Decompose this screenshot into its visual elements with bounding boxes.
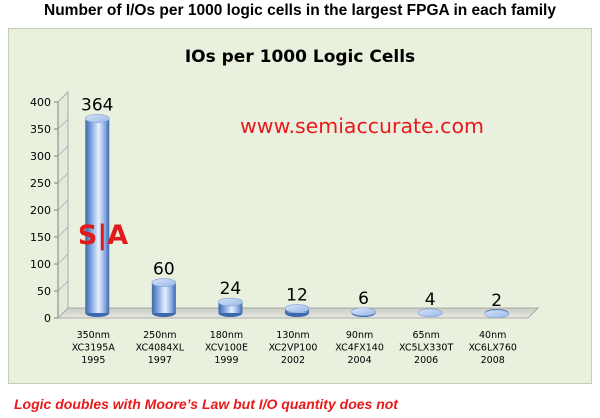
y-tick-depth bbox=[57, 226, 69, 238]
bar-group: 24 180nm XCV100E 1999 bbox=[205, 279, 248, 366]
y-tick-depth bbox=[57, 172, 69, 184]
x-tick-label-line: 2004 bbox=[347, 355, 371, 366]
x-tick-label-line: 2002 bbox=[281, 355, 305, 366]
y-tick-label: 100 bbox=[30, 258, 51, 271]
x-tick-label-line: 2008 bbox=[481, 355, 505, 366]
x-tick-label: 40nm XC6LX760 2008 bbox=[468, 330, 516, 366]
y-tick-depth bbox=[57, 307, 69, 319]
bar-top bbox=[284, 304, 310, 313]
x-tick-label-line: XC3195A bbox=[72, 343, 116, 354]
y-tick-label: 400 bbox=[30, 96, 51, 109]
y-tick-depth bbox=[57, 280, 69, 292]
y-tick-depth bbox=[57, 253, 69, 265]
y-tick-depth bbox=[57, 118, 69, 130]
x-tick-label-line: 40nm bbox=[479, 330, 506, 341]
bar bbox=[85, 118, 110, 313]
bar-group: 4 65nm XC5LX330T 2006 bbox=[399, 290, 453, 366]
y-tick-label: 50 bbox=[37, 285, 51, 298]
x-tick-label-line: 90nm bbox=[346, 330, 373, 341]
bar-group: 2 40nm XC6LX760 2008 bbox=[468, 291, 516, 366]
y-tick-depth bbox=[57, 91, 69, 103]
x-tick-label-line: 350nm bbox=[77, 330, 110, 341]
x-tick-label: 65nm XC5LX330T 2006 bbox=[399, 330, 453, 366]
x-tick-label: 130nm XC2VP100 2002 bbox=[269, 330, 318, 366]
y-tick-label: 250 bbox=[30, 177, 51, 190]
data-label: 24 bbox=[220, 279, 242, 299]
bar-top bbox=[417, 308, 443, 318]
x-tick-label-line: XC2VP100 bbox=[269, 343, 318, 354]
x-tick-label: 90nm XC4FX140 2004 bbox=[335, 330, 384, 366]
x-tick-label: 180nm XCV100E 1999 bbox=[205, 330, 248, 366]
y-tick-depth bbox=[57, 199, 69, 211]
x-tick-label-line: XC6LX760 bbox=[468, 343, 516, 354]
x-tick-label-line: XC5LX330T bbox=[399, 343, 453, 354]
bar-group: 364 350nm XC3195A 1995 bbox=[72, 95, 116, 366]
data-label: 4 bbox=[425, 290, 436, 310]
bar-top bbox=[151, 278, 177, 287]
bar bbox=[151, 282, 176, 313]
y-tick-label: 0 bbox=[44, 312, 51, 325]
y-tick-label: 150 bbox=[30, 231, 51, 244]
x-tick-label-line: XC4FX140 bbox=[335, 343, 384, 354]
data-label: 364 bbox=[81, 95, 113, 115]
y-tick-label: 300 bbox=[30, 150, 51, 163]
x-tick-label-line: 250nm bbox=[143, 330, 176, 341]
y-tick-label: 200 bbox=[30, 204, 51, 217]
bar-top bbox=[218, 297, 243, 307]
bar-top bbox=[351, 307, 376, 317]
x-tick-label-line: 1999 bbox=[214, 355, 238, 366]
x-tick-label-line: XCV100E bbox=[205, 343, 248, 354]
bar-group: 12 130nm XC2VP100 2002 bbox=[269, 286, 318, 366]
watermark-url: www.semiaccurate.com bbox=[240, 114, 484, 138]
x-tick-label-line: 1997 bbox=[148, 355, 172, 366]
x-tick-label-line: 65nm bbox=[412, 330, 439, 341]
bar bbox=[218, 302, 243, 313]
x-tick-label-line: 180nm bbox=[210, 330, 243, 341]
y-tick-label: 350 bbox=[30, 123, 51, 136]
bar-top bbox=[84, 114, 110, 123]
x-tick-label-line: 2006 bbox=[414, 355, 438, 366]
bar-top bbox=[484, 309, 510, 319]
data-label: 6 bbox=[358, 289, 369, 309]
chart-title: IOs per 1000 Logic Cells bbox=[185, 47, 415, 67]
data-label: 2 bbox=[491, 291, 502, 311]
footer-caption: Logic doubles with Moore’s Law but I/O q… bbox=[14, 396, 398, 412]
y-tick-depth bbox=[57, 145, 69, 157]
x-tick-label: 350nm XC3195A 1995 bbox=[72, 330, 116, 366]
x-tick-label: 250nm XC4084XL 1997 bbox=[136, 330, 185, 366]
x-tick-label-line: 1995 bbox=[81, 355, 105, 366]
data-label: 12 bbox=[286, 286, 308, 306]
data-label: 60 bbox=[153, 260, 175, 280]
x-tick-label-line: XC4084XL bbox=[136, 343, 185, 354]
bar-group: 60 250nm XC4084XL 1997 bbox=[136, 260, 185, 366]
bar-group: 6 90nm XC4FX140 2004 bbox=[335, 289, 384, 366]
page-heading: Number of I/Os per 1000 logic cells in t… bbox=[44, 2, 556, 19]
sa-logo: S|A bbox=[78, 220, 128, 251]
x-tick-label-line: 130nm bbox=[276, 330, 309, 341]
